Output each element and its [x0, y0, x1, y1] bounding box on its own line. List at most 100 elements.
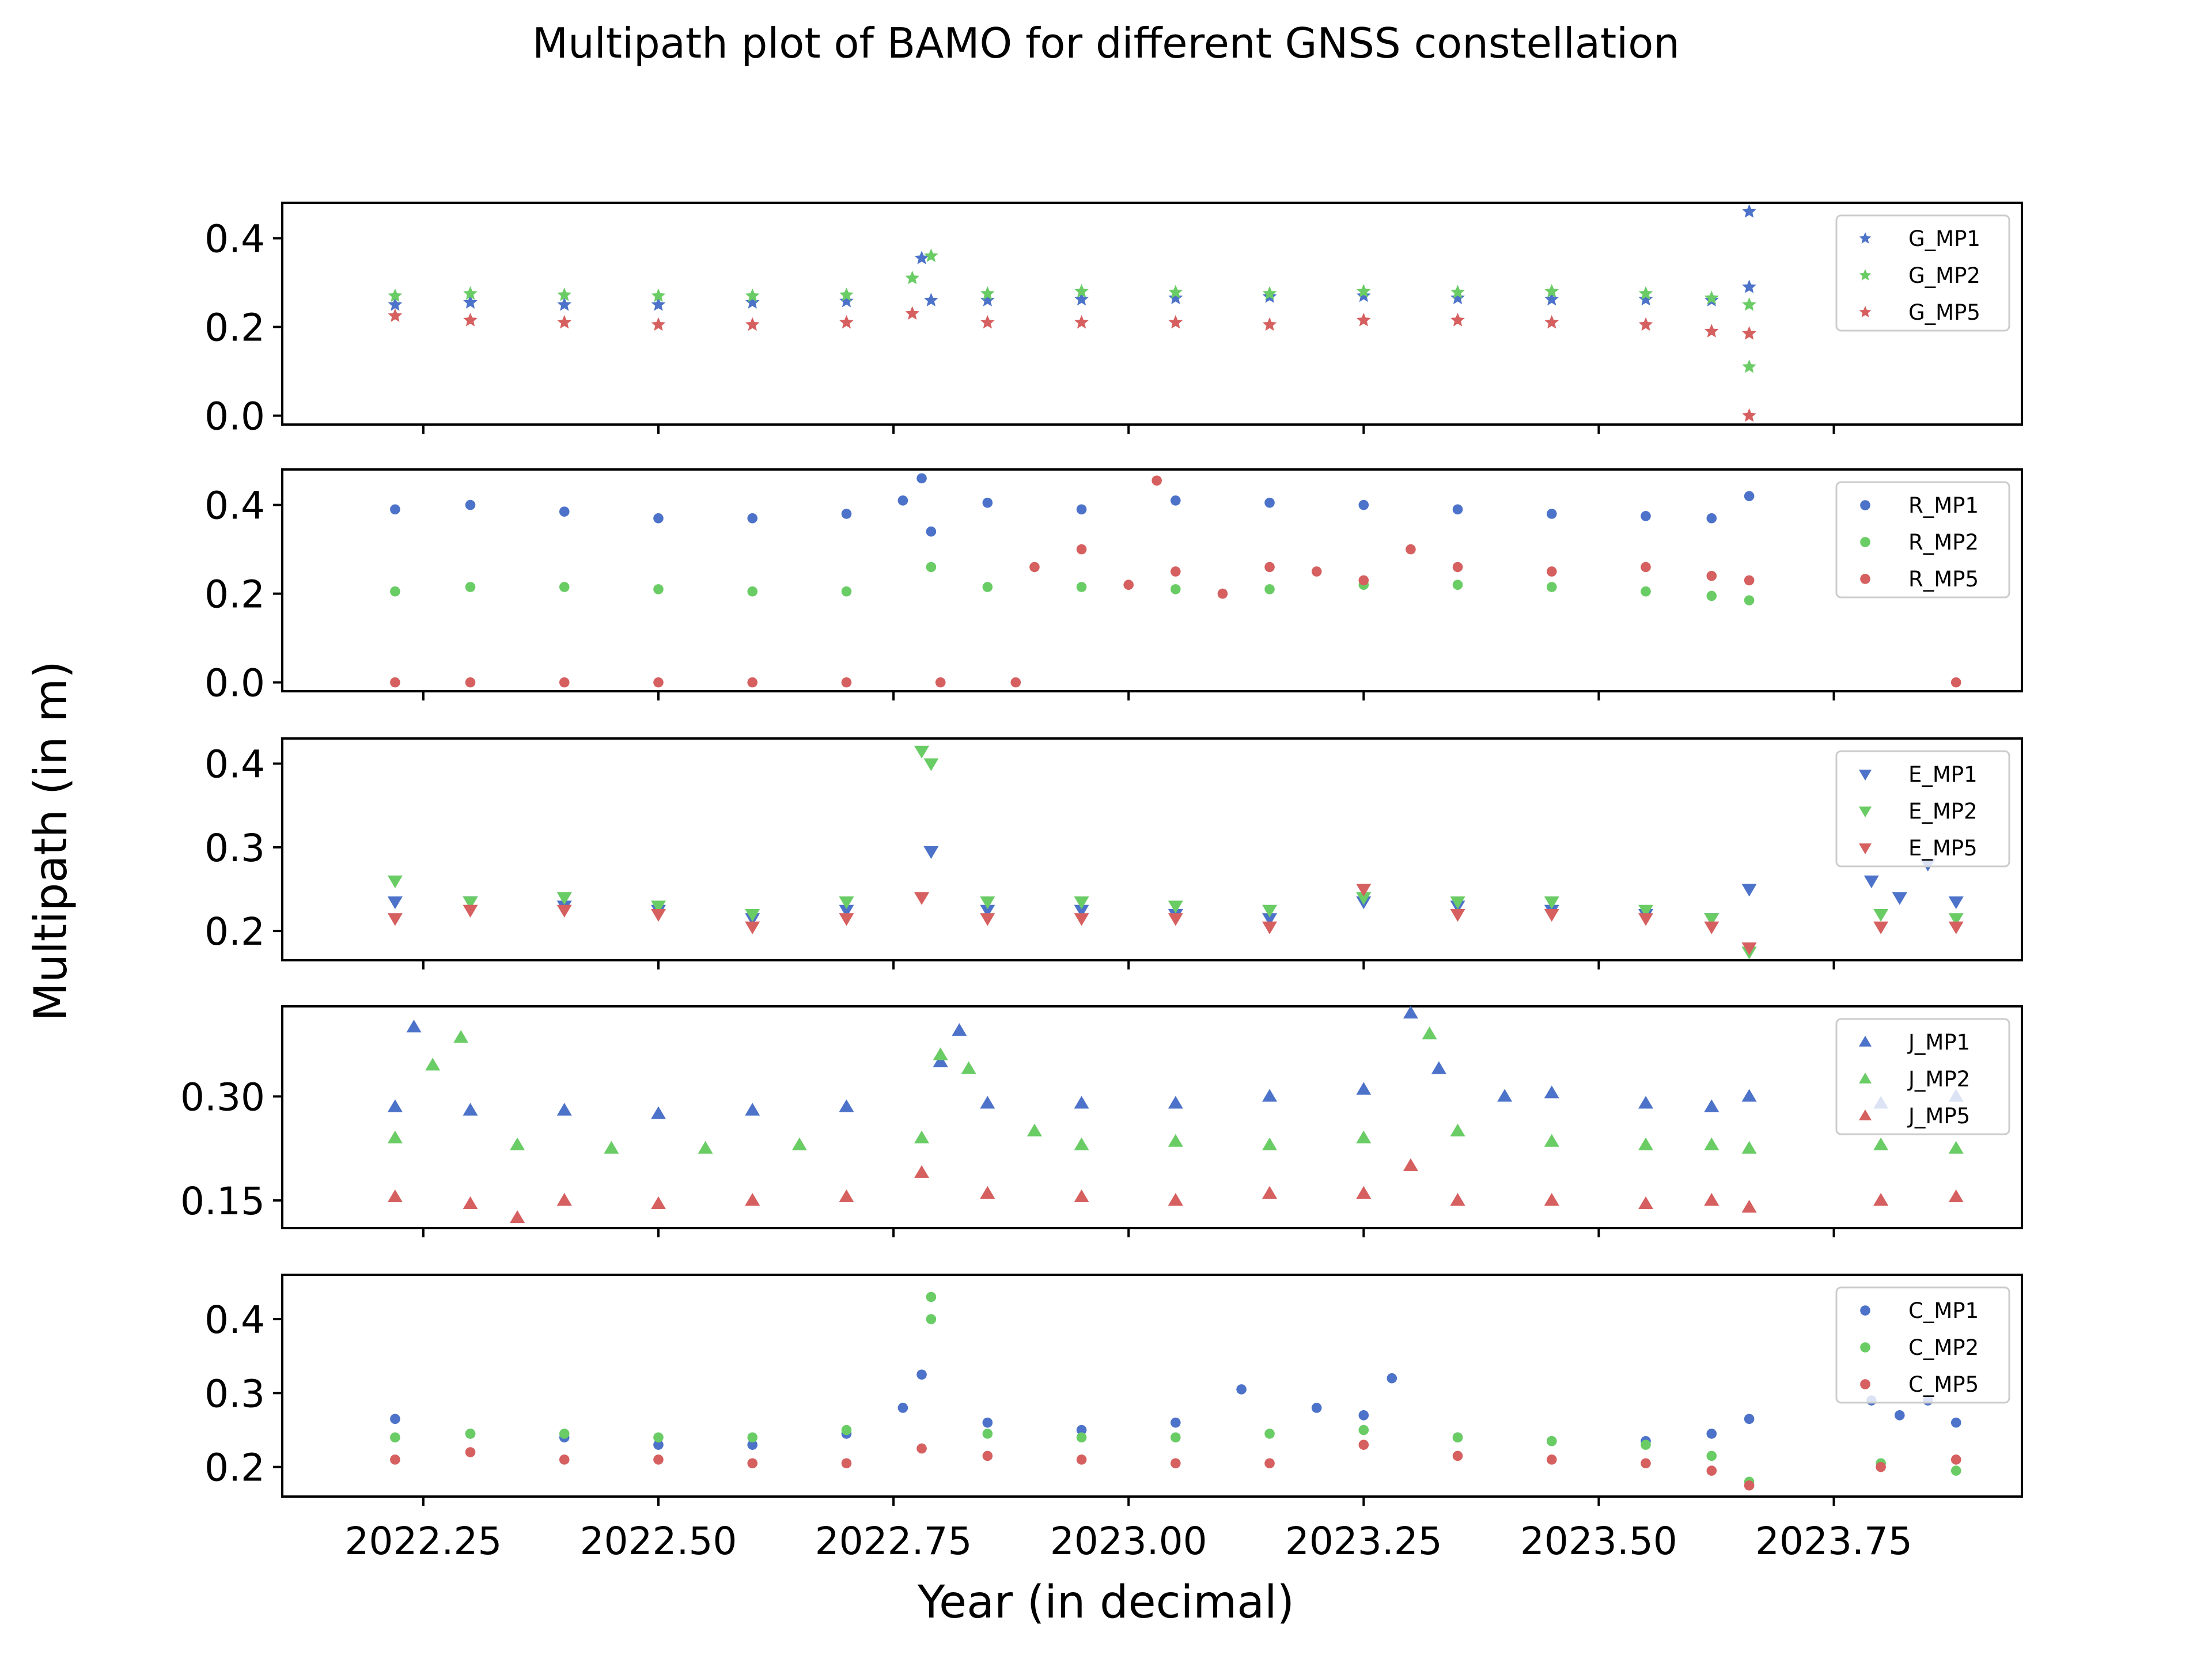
data-point	[465, 582, 476, 592]
data-point	[1638, 291, 1653, 306]
series-J_MP5	[387, 1158, 1964, 1224]
data-point	[1450, 896, 1465, 910]
data-point	[1706, 1429, 1717, 1439]
data-point	[510, 1210, 525, 1224]
data-point	[463, 896, 478, 910]
data-point	[1262, 904, 1278, 918]
data-point	[1452, 562, 1463, 573]
data-point	[1356, 284, 1371, 298]
data-point	[1422, 1027, 1437, 1040]
data-point	[1450, 1192, 1465, 1206]
data-point	[1641, 562, 1651, 573]
x-tick-label: 2022.50	[580, 1519, 737, 1563]
series-E_MP2	[387, 745, 1964, 960]
data-point	[425, 1058, 441, 1071]
subplot-E: 0.2 0.3 0.4 E_MP1 E_MP2 E_MP5	[204, 737, 2023, 969]
x-tick-label: 2023.50	[1520, 1519, 1677, 1563]
data-point	[1076, 544, 1087, 555]
y-tick-label: 0.4	[204, 217, 265, 262]
data-point	[1638, 904, 1654, 918]
data-point	[651, 317, 666, 331]
data-point	[1074, 913, 1089, 926]
legend-C: C_MP1 C_MP2 C_MP5	[1835, 1286, 2010, 1404]
data-point	[1704, 921, 1719, 934]
data-point	[653, 1432, 664, 1443]
series-R_MP5	[390, 475, 1961, 688]
x-axis-label: Year (in decimal)	[917, 1577, 1294, 1628]
data-point	[1074, 1189, 1089, 1202]
data-point	[1704, 324, 1719, 338]
data-point	[980, 315, 995, 329]
data-point	[1406, 544, 1416, 555]
series-C_MP2	[390, 1291, 1961, 1487]
y-tick-label: 0.2	[204, 910, 265, 954]
data-point	[841, 1458, 852, 1469]
data-point	[1074, 291, 1089, 306]
data-point	[463, 313, 478, 327]
y-tick-label: 0.0	[204, 395, 265, 439]
data-point	[1873, 1192, 1889, 1206]
data-point	[982, 582, 993, 592]
legend-label: C_MP5	[1908, 1372, 1979, 1397]
data-point	[463, 904, 478, 918]
data-point	[1873, 908, 1889, 922]
plot-frame	[281, 737, 2023, 961]
data-point	[559, 677, 570, 688]
data-point	[980, 1185, 995, 1199]
data-point	[1742, 279, 1756, 293]
series-C_MP5	[390, 1440, 1961, 1491]
legend-marker	[1859, 770, 1872, 781]
data-point	[387, 875, 403, 888]
data-point	[980, 904, 995, 918]
data-point	[923, 846, 939, 859]
data-point	[388, 297, 403, 311]
data-point	[1403, 1158, 1418, 1171]
data-point	[1452, 504, 1463, 515]
data-point	[980, 896, 995, 910]
legend-label: J_MP2	[1907, 1067, 1970, 1092]
data-point	[916, 1369, 927, 1380]
data-point	[1311, 566, 1322, 577]
data-point	[747, 586, 758, 597]
y-tick-label: 0.3	[204, 826, 265, 870]
data-point	[1948, 896, 1964, 910]
data-point	[1744, 595, 1755, 605]
data-point	[982, 1450, 993, 1461]
data-point	[1168, 285, 1183, 299]
data-point	[1873, 921, 1889, 934]
data-point	[1171, 566, 1181, 577]
data-point	[650, 900, 666, 914]
data-point	[1544, 284, 1559, 298]
data-point	[559, 1429, 570, 1439]
data-point	[1168, 315, 1183, 329]
data-point	[463, 1103, 478, 1116]
data-point	[1171, 1417, 1181, 1428]
y-tick-label: 0.2	[204, 573, 265, 617]
data-point	[1450, 1123, 1465, 1137]
data-point	[1742, 204, 1756, 218]
data-point	[650, 1106, 666, 1119]
y-axis-label: Multipath (in m)	[25, 661, 77, 1021]
data-point	[653, 1440, 664, 1450]
data-point	[914, 251, 929, 264]
data-point	[1262, 317, 1277, 331]
data-point	[1948, 913, 1964, 926]
data-point	[465, 1447, 476, 1457]
data-point	[510, 1137, 525, 1150]
data-point	[1262, 286, 1277, 300]
data-point	[1741, 1199, 1757, 1213]
legend-box	[1835, 214, 2010, 332]
data-point	[839, 293, 854, 308]
data-point	[1641, 1458, 1651, 1469]
data-point	[926, 527, 937, 537]
data-point	[1076, 582, 1087, 592]
data-point	[1876, 1461, 1886, 1472]
data-point	[747, 513, 758, 524]
data-point	[1387, 1373, 1397, 1384]
data-point	[1863, 875, 1879, 888]
data-point	[390, 1414, 400, 1425]
data-point	[1076, 504, 1087, 515]
data-point	[559, 1455, 570, 1465]
y-tick-label: 0.15	[180, 1179, 265, 1224]
data-point	[1706, 590, 1717, 601]
